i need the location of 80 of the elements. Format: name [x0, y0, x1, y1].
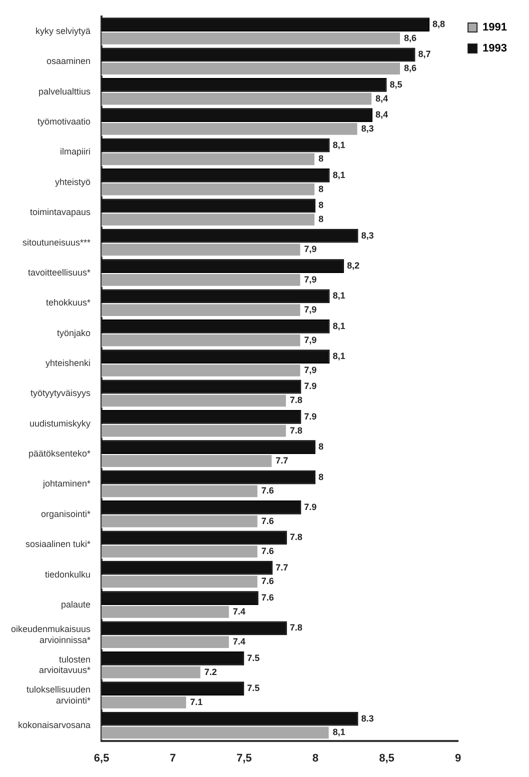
data-label: 7.8 [290, 395, 302, 406]
y-tick-label: tiedonkulku [45, 569, 91, 580]
data-label: 7.7 [276, 562, 288, 572]
data-label: 8 [318, 200, 324, 210]
legend-label: 1991 [482, 22, 508, 34]
y-tick-label: sosiaalinen tuki* [26, 539, 92, 550]
data-label: 8,5 [390, 79, 402, 90]
x-tick-label: 7,5 [236, 752, 252, 764]
y-tick-label: tavoitteellisuus* [28, 267, 92, 278]
data-label: 7.7 [276, 455, 288, 466]
x-tick-label: 6,5 [94, 752, 110, 764]
data-label: 7.8 [290, 622, 302, 633]
data-label: 7,9 [304, 334, 317, 345]
y-tick-label: kyky selviytyä [36, 26, 91, 36]
data-label: 8,1 [332, 351, 346, 362]
data-label: 8,1 [332, 170, 346, 180]
y-tick-label: organisointi* [41, 508, 92, 519]
y-tick-label: yhteistyö [55, 176, 91, 187]
data-label: 8,6 [404, 32, 417, 43]
data-label: 8,1 [332, 290, 346, 301]
data-label: 7,9 [304, 244, 317, 254]
data-label: 7,9 [304, 304, 317, 315]
data-label: 8 [318, 214, 324, 224]
data-label: 8.3 [361, 713, 374, 724]
y-tick-label: johtaminen* [42, 478, 92, 489]
y-tick-label: palaute [61, 599, 91, 610]
data-label: 7.8 [290, 425, 302, 436]
y-tick-label: yhteishenki [46, 358, 91, 368]
data-label: 8,6 [404, 63, 417, 74]
data-label: 7.6 [261, 592, 274, 603]
y-tick-label: osaaminen [46, 56, 91, 66]
data-label: 7.4 [232, 606, 246, 616]
data-label: 7.8 [290, 532, 302, 542]
data-label: 8 [318, 442, 324, 452]
data-label: 8,3 [361, 123, 374, 134]
data-label: 8,8 [432, 19, 446, 30]
data-label: 8,1 [332, 320, 346, 331]
y-tick-label: toimintavapaus [30, 207, 92, 218]
data-label: 8,4 [375, 93, 388, 104]
y-tick-label: tuloksellisuuden arviointi* [26, 684, 92, 706]
data-label: 7.5 [247, 652, 260, 663]
y-tick-label: ilmapiiri [60, 146, 91, 157]
data-label: 8,1 [332, 727, 346, 738]
data-label: 7,9 [304, 274, 317, 284]
data-label: 8,7 [418, 49, 431, 60]
data-label: 7.4 [232, 636, 246, 647]
data-label: 7.6 [261, 546, 274, 556]
data-label: 8 [318, 472, 324, 482]
y-tick-label: työmotivaatio [38, 116, 91, 127]
y-tick-label: sitoutuneisuus*** [22, 237, 92, 248]
x-tick-label: 9 [454, 752, 462, 764]
y-tick-label: kokonaisarvosana [18, 720, 91, 730]
data-label: 8,3 [361, 230, 374, 240]
data-label: 7.9 [304, 381, 317, 392]
data-label: 7.6 [261, 486, 274, 496]
y-tick-label: tehokkuus* [46, 298, 92, 308]
data-label: 7,9 [304, 364, 317, 375]
y-tick-label: päätöksenteko* [28, 448, 92, 459]
y-tick-label: uudistumiskyky [30, 418, 92, 428]
y-tick-label: tulosten arvioitavuus* [39, 654, 92, 676]
data-label: 7.9 [304, 411, 317, 422]
x-tick-label: 8 [312, 752, 318, 764]
y-tick-label: palvelualttius [38, 86, 92, 96]
legend-label: 1993 [482, 42, 508, 55]
data-label: 7.5 [247, 683, 260, 694]
data-label: 8,1 [332, 140, 346, 150]
data-label: 7.9 [304, 502, 317, 512]
data-label: 7.1 [190, 696, 203, 707]
y-tick-label: oikeudenmukaisuus arvioinnissa* [10, 624, 92, 646]
data-label: 8 [318, 154, 324, 164]
y-tick-label: työnjako [57, 328, 91, 338]
data-label: 8,2 [346, 260, 360, 270]
x-tick-label: 8,5 [379, 752, 394, 764]
y-tick-label: työtyytyväisyys [30, 388, 92, 398]
data-label: 7.6 [261, 576, 274, 586]
data-label: 8,4 [375, 110, 388, 120]
data-label: 7.2 [204, 666, 217, 677]
x-tick-label: 7 [170, 752, 176, 764]
data-label: 7.6 [261, 516, 274, 526]
data-label: 8 [318, 184, 324, 194]
